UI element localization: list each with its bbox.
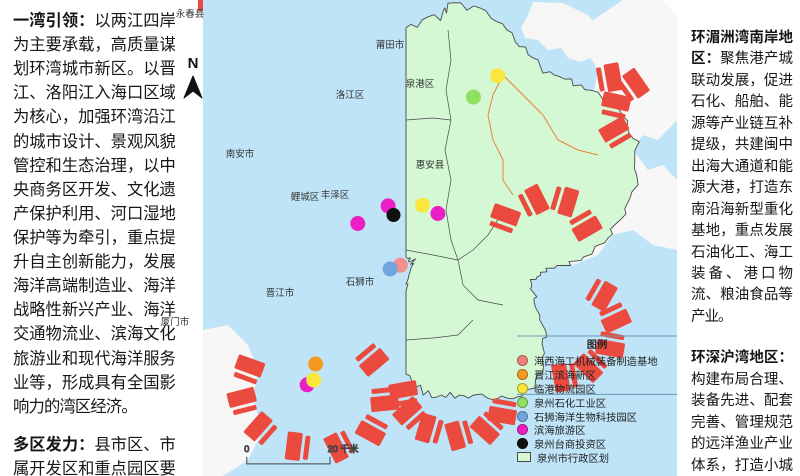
svg-text:丰泽区: 丰泽区 (321, 189, 350, 201)
svg-text:永春县: 永春县 (176, 8, 205, 20)
svg-text:鲤城区: 鲤城区 (291, 191, 320, 203)
svg-text:20 千米: 20 千米 (328, 443, 359, 454)
svg-text:泉港区: 泉港区 (406, 78, 435, 90)
svg-text:晋江市: 晋江市 (266, 287, 295, 299)
svg-text:莆田市: 莆田市 (376, 39, 405, 51)
svg-text:惠安县: 惠安县 (416, 159, 445, 171)
svg-text:N: N (188, 55, 199, 72)
svg-text:0: 0 (244, 444, 249, 454)
svg-text:厦门市: 厦门市 (161, 316, 190, 328)
svg-text:石狮市: 石狮市 (346, 276, 375, 288)
svg-text:洛江区: 洛江区 (336, 89, 365, 101)
svg-text:南安市: 南安市 (226, 148, 255, 160)
